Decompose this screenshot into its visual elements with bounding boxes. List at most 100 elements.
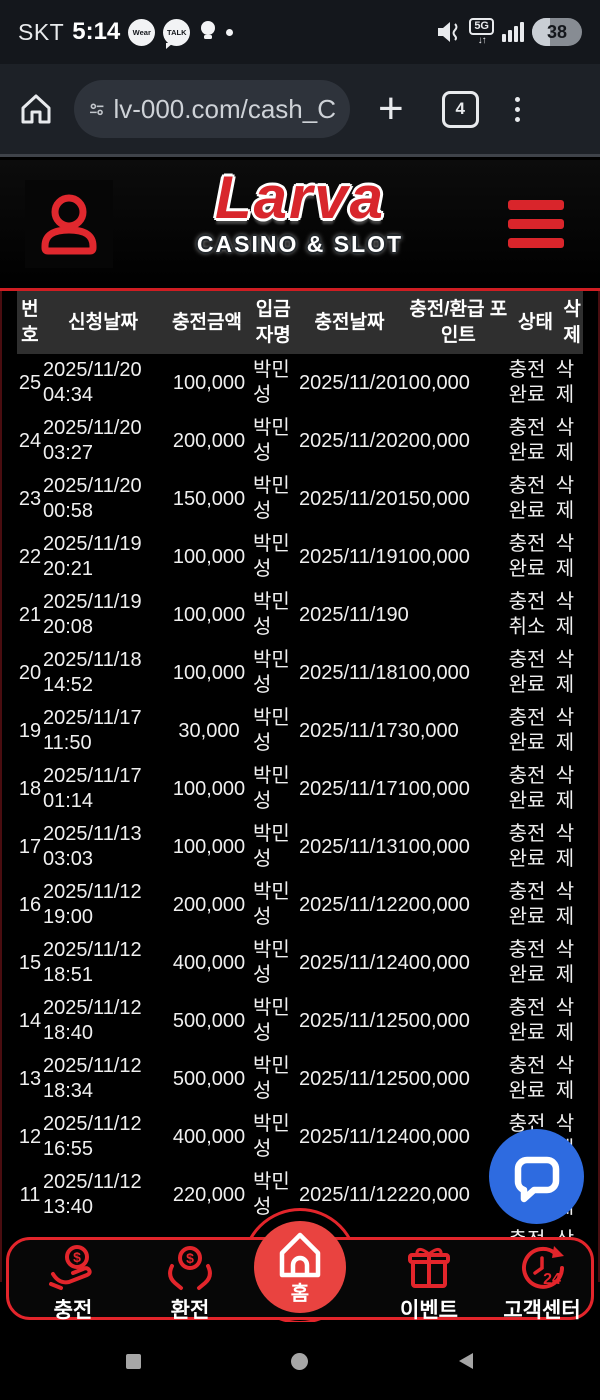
cell-depositor: 박민성 [253, 590, 290, 639]
cell-depositor: 박민성 [253, 880, 290, 929]
url-bar[interactable]: lv-000.com/cash_C [74, 80, 350, 138]
cell-no: 12 [18, 1125, 42, 1148]
cell-charge-date-points: 2025/11/20150,000 [299, 487, 470, 510]
status-badge: 충전완료 [508, 938, 546, 987]
page-content: Larva CASINO & SLOT 번호 신청날짜 충전금액 입금자명 충전… [0, 160, 600, 1400]
cell-amount: 400,000 [172, 1125, 246, 1148]
delete-button[interactable]: 삭제 [555, 648, 575, 697]
tab-switcher-button[interactable]: 4 [441, 90, 479, 128]
nav-item-charge[interactable]: $ 충전 [18, 1244, 128, 1324]
header-request-date: 신청날짜 [68, 311, 139, 333]
delete-button[interactable]: 삭제 [555, 358, 575, 407]
delete-button[interactable]: 삭제 [555, 474, 575, 523]
table-row: 20 2025/11/18 14:52 100,000 박민성 2025/11/1… [2, 644, 598, 702]
browser-toolbar: lv-000.com/cash_C + 4 [0, 64, 600, 157]
menu-button[interactable] [508, 200, 564, 248]
cell-request-date: 2025/11/20 00:58 [43, 474, 142, 523]
table-row: 22 2025/11/19 20:21 100,000 박민성 2025/11/1… [2, 528, 598, 586]
header-status: 상태 [517, 311, 553, 333]
android-recents-button[interactable] [126, 1354, 141, 1369]
delete-button[interactable]: 삭제 [555, 706, 575, 755]
cell-no: 23 [18, 487, 42, 510]
status-badge: 충전완료 [508, 706, 546, 755]
nav-label-support: 고객센터 [503, 1299, 581, 1322]
cell-no: 16 [18, 893, 42, 916]
cell-amount: 200,000 [172, 893, 246, 916]
delete-button[interactable]: 삭제 [555, 880, 575, 929]
svg-text:24: 24 [543, 1271, 561, 1288]
cell-charge-date-points: 2025/11/12500,000 [299, 1067, 470, 1090]
table-row: 23 2025/11/20 00:58 150,000 박민성 2025/11/2… [2, 470, 598, 528]
status-badge: 충전완료 [508, 880, 546, 929]
url-text: lv-000.com/cash_C [113, 93, 336, 124]
cell-charge-date-points: 2025/11/13100,000 [299, 835, 470, 858]
cell-no: 13 [18, 1067, 42, 1090]
site-settings-icon [90, 103, 104, 116]
header-delete: 삭제 [563, 299, 581, 346]
cell-amount: 100,000 [172, 835, 246, 858]
table-row: 21 2025/11/19 20:08 100,000 박민성 2025/11/1… [2, 586, 598, 644]
nav-item-exchange[interactable]: $ 환전 [135, 1244, 245, 1324]
browser-home-icon[interactable] [16, 89, 56, 129]
notification-dot-icon [226, 28, 234, 36]
cell-no: 11 [19, 1183, 41, 1206]
nav-item-event[interactable]: 이벤트 [374, 1244, 484, 1324]
browser-menu-button[interactable] [514, 96, 520, 122]
cell-depositor: 박민성 [253, 1054, 290, 1103]
carrier-label: SKT [18, 18, 65, 45]
cell-no: 21 [18, 603, 42, 626]
cell-amount: 100,000 [172, 777, 246, 800]
cell-amount: 500,000 [172, 1009, 246, 1032]
android-home-button[interactable] [291, 1353, 308, 1370]
delete-button[interactable]: 삭제 [555, 938, 575, 987]
delete-button[interactable]: 삭제 [555, 590, 575, 639]
svg-text:$: $ [73, 1249, 81, 1265]
cell-no: 14 [18, 1009, 42, 1032]
table-body: 25 2025/11/20 04:34 100,000 박민성 2025/11/2… [2, 354, 598, 1282]
battery-percent: 38 [546, 21, 568, 42]
cell-no: 15 [18, 951, 42, 974]
cell-depositor: 박민성 [253, 474, 290, 523]
header-amount: 충전금액 [172, 311, 242, 333]
status-bar: SKT 5:14 Wear TALK 5G ↓↑ 38 [0, 0, 600, 64]
header-points: 충전/환급 포인트 [409, 299, 508, 346]
cell-no: 25 [18, 371, 42, 394]
svg-text:$: $ [186, 1250, 194, 1266]
cell-charge-date-points: 2025/11/12500,000 [299, 1009, 470, 1032]
cell-amount: 150,000 [172, 487, 246, 510]
new-tab-button[interactable]: + [378, 84, 404, 133]
cell-request-date: 2025/11/12 13:40 [43, 1170, 142, 1219]
cell-depositor: 박민성 [253, 764, 290, 813]
cell-charge-date-points: 2025/11/18100,000 [299, 661, 470, 684]
table-row: 17 2025/11/13 03:03 100,000 박민성 2025/11/1… [2, 818, 598, 876]
status-badge: 충전완료 [508, 532, 546, 581]
cell-amount: 100,000 [172, 603, 246, 626]
vibrate-mute-icon [438, 22, 458, 42]
status-badge: 충전완료 [508, 764, 546, 813]
delete-button[interactable]: 삭제 [555, 822, 575, 871]
kakaotalk-notification-icon: TALK [163, 18, 191, 49]
header-no: 번호 [21, 299, 39, 346]
cell-depositor: 박민성 [253, 996, 290, 1045]
chat-fab-button[interactable] [489, 1129, 584, 1224]
status-right-cluster: 5G ↓↑ 38 [435, 18, 582, 46]
nav-item-support[interactable]: 24 고객센터 [487, 1244, 597, 1324]
delete-button[interactable]: 삭제 [555, 416, 575, 465]
cell-no: 17 [18, 835, 42, 858]
cell-amount: 30,000 [178, 719, 240, 742]
site-header: Larva CASINO & SLOT [0, 160, 600, 288]
nav-item-home[interactable]: 홈 [254, 1221, 346, 1313]
delete-button[interactable]: 삭제 [555, 1054, 575, 1103]
cell-request-date: 2025/11/18 14:52 [43, 648, 142, 697]
wear-notification-icon: Wear [128, 18, 156, 46]
cash-history-table: 번호 신청날짜 충전금액 입금자명 충전날짜 충전/환급 포인트 상태 삭제 2… [0, 291, 600, 1283]
android-back-button[interactable] [459, 1353, 473, 1369]
table-header-row: 번호 신청날짜 충전금액 입금자명 충전날짜 충전/환급 포인트 상태 삭제 [17, 291, 583, 355]
delete-button[interactable]: 삭제 [555, 996, 575, 1045]
delete-button[interactable]: 삭제 [555, 764, 575, 813]
cell-charge-date-points: 2025/11/20200,000 [299, 429, 470, 452]
profile-button[interactable] [25, 180, 113, 268]
cell-request-date: 2025/11/20 03:27 [43, 416, 142, 465]
delete-button[interactable]: 삭제 [555, 532, 575, 581]
site-logo[interactable]: Larva CASINO & SLOT [0, 166, 600, 258]
